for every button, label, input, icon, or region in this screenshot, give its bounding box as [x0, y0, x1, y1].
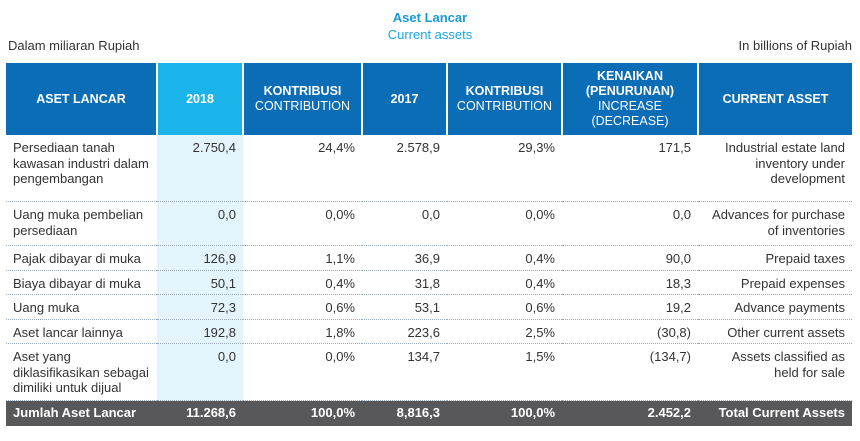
label-id: Uang muka — [6, 294, 157, 320]
header-label-id: KONTRIBUSI — [465, 84, 544, 98]
change-value: 18,3 — [562, 270, 698, 295]
change-value: 171,5 — [562, 135, 698, 202]
contribution-2017: 0,4% — [447, 270, 562, 295]
contribution-2018: 0,0% — [243, 343, 362, 401]
table-row: Aset yang diklasifikasikan sebagai dimil… — [6, 343, 852, 401]
value-2018: 0,0 — [157, 201, 243, 246]
value-2017: 134,7 — [362, 343, 447, 401]
value-2018: 2.750,4 — [157, 135, 243, 202]
change-value: 0,0 — [562, 201, 698, 246]
label-id: Jumlah Aset Lancar — [6, 400, 157, 426]
current-assets-table: ASET LANCAR 2018 KONTRIBUSI CONTRIBUTION … — [6, 63, 852, 426]
header-contribution-2017: KONTRIBUSI CONTRIBUTION — [447, 63, 563, 135]
contribution-2017: 0,6% — [447, 294, 562, 320]
label-id: Pajak dibayar di muka — [6, 245, 157, 271]
label-en: Advance payments — [698, 294, 852, 320]
header-2018: 2018 — [157, 63, 244, 135]
contribution-2017: 100,0% — [447, 400, 562, 426]
header-label-id: KENAIKAN (PENURUNAN) — [585, 69, 675, 98]
label-en: Total Current Assets — [698, 400, 852, 426]
change-value: (134,7) — [562, 343, 698, 401]
value-2017: 31,8 — [362, 270, 447, 295]
contribution-2018: 1,8% — [243, 319, 362, 344]
label-id: Biaya dibayar di muka — [6, 270, 157, 295]
contribution-2017: 1,5% — [447, 343, 562, 401]
label-en: Prepaid expenses — [698, 270, 852, 295]
value-2018: 0,0 — [157, 343, 243, 401]
header-label-en: CONTRIBUTION — [254, 99, 351, 113]
header-2017: 2017 — [362, 63, 448, 135]
header-label-id: KONTRIBUSI — [263, 84, 342, 98]
contribution-2018: 0,4% — [243, 270, 362, 295]
table-row: Uang muka 72,3 0,6% 53,1 0,6% 19,2 Advance pay… — [6, 294, 852, 320]
table-row: Biaya dibayar di muka 50,1 0,4% 31,8 0,4% 18,… — [6, 270, 852, 295]
unit-label-en: In billions of Rupiah — [738, 38, 852, 53]
table-row: Pajak dibayar di muka 126,9 1,1% 36,9 0,4% 90… — [6, 245, 852, 271]
contribution-2018: 0,0% — [243, 201, 362, 246]
contribution-2018: 1,1% — [243, 245, 362, 271]
value-2017: 223,6 — [362, 319, 447, 344]
contribution-2018: 100,0% — [243, 400, 362, 426]
label-en: Other current assets — [698, 319, 852, 344]
contribution-2018: 24,4% — [243, 135, 362, 202]
value-2018: 192,8 — [157, 319, 243, 344]
header-current-asset: CURRENT ASSET — [698, 63, 852, 135]
value-2017: 0,0 — [362, 201, 447, 246]
value-2018: 126,9 — [157, 245, 243, 271]
value-2018: 72,3 — [157, 294, 243, 320]
change-value: (30,8) — [562, 319, 698, 344]
contribution-2018: 0,6% — [243, 294, 362, 320]
table-row: Uang muka pembelian persediaan 0,0 0,0% 0,0… — [6, 201, 852, 246]
label-id: Aset yang diklasifikasikan sebagai dimil… — [6, 343, 157, 401]
label-id: Persediaan tanah kawasan industri dalam … — [6, 135, 157, 202]
header-change: KENAIKAN (PENURUNAN) INCREASE (DECREASE) — [562, 63, 699, 135]
value-2018: 50,1 — [157, 270, 243, 295]
value-2018: 11.268,6 — [157, 400, 243, 426]
contribution-2017: 0,0% — [447, 201, 562, 246]
header-aset-lancar: ASET LANCAR — [6, 63, 158, 135]
header-row: ASET LANCAR 2018 KONTRIBUSI CONTRIBUTION … — [6, 63, 852, 135]
label-id: Aset lancar lainnya — [6, 319, 157, 344]
change-value: 2.452,2 — [562, 400, 698, 426]
table-row: Aset lancar lainnya 192,8 1,8% 223,6 2,5% (30… — [6, 319, 852, 344]
table-title: Aset Lancar — [392, 10, 468, 25]
header-label-en: CONTRIBUTION — [456, 99, 553, 113]
label-en: Industrial estate land inventory under d… — [698, 135, 852, 202]
table-row: Persediaan tanah kawasan industri dalam … — [6, 135, 852, 202]
contribution-2017: 0,4% — [447, 245, 562, 271]
value-2017: 36,9 — [362, 245, 447, 271]
label-en: Prepaid taxes — [698, 245, 852, 271]
contribution-2017: 29,3% — [447, 135, 562, 202]
value-2017: 8,816,3 — [362, 400, 447, 426]
label-id: Uang muka pembelian persediaan — [6, 201, 157, 246]
unit-label-id: Dalam miliaran Rupiah — [8, 38, 140, 53]
value-2017: 2.578,9 — [362, 135, 447, 202]
change-value: 90,0 — [562, 245, 698, 271]
total-row: Jumlah Aset Lancar 11.268,6 100,0% 8,816,3 1… — [6, 400, 852, 426]
header-label-en: INCREASE (DECREASE) — [591, 99, 669, 128]
contribution-2017: 2,5% — [447, 319, 562, 344]
label-en: Assets classified as held for sale — [698, 343, 852, 401]
table-subtitle: Current assets — [387, 27, 473, 42]
change-value: 19,2 — [562, 294, 698, 320]
label-en: Advances for purchase of inventories — [698, 201, 852, 246]
header-contribution-2018: KONTRIBUSI CONTRIBUTION — [243, 63, 363, 135]
value-2017: 53,1 — [362, 294, 447, 320]
